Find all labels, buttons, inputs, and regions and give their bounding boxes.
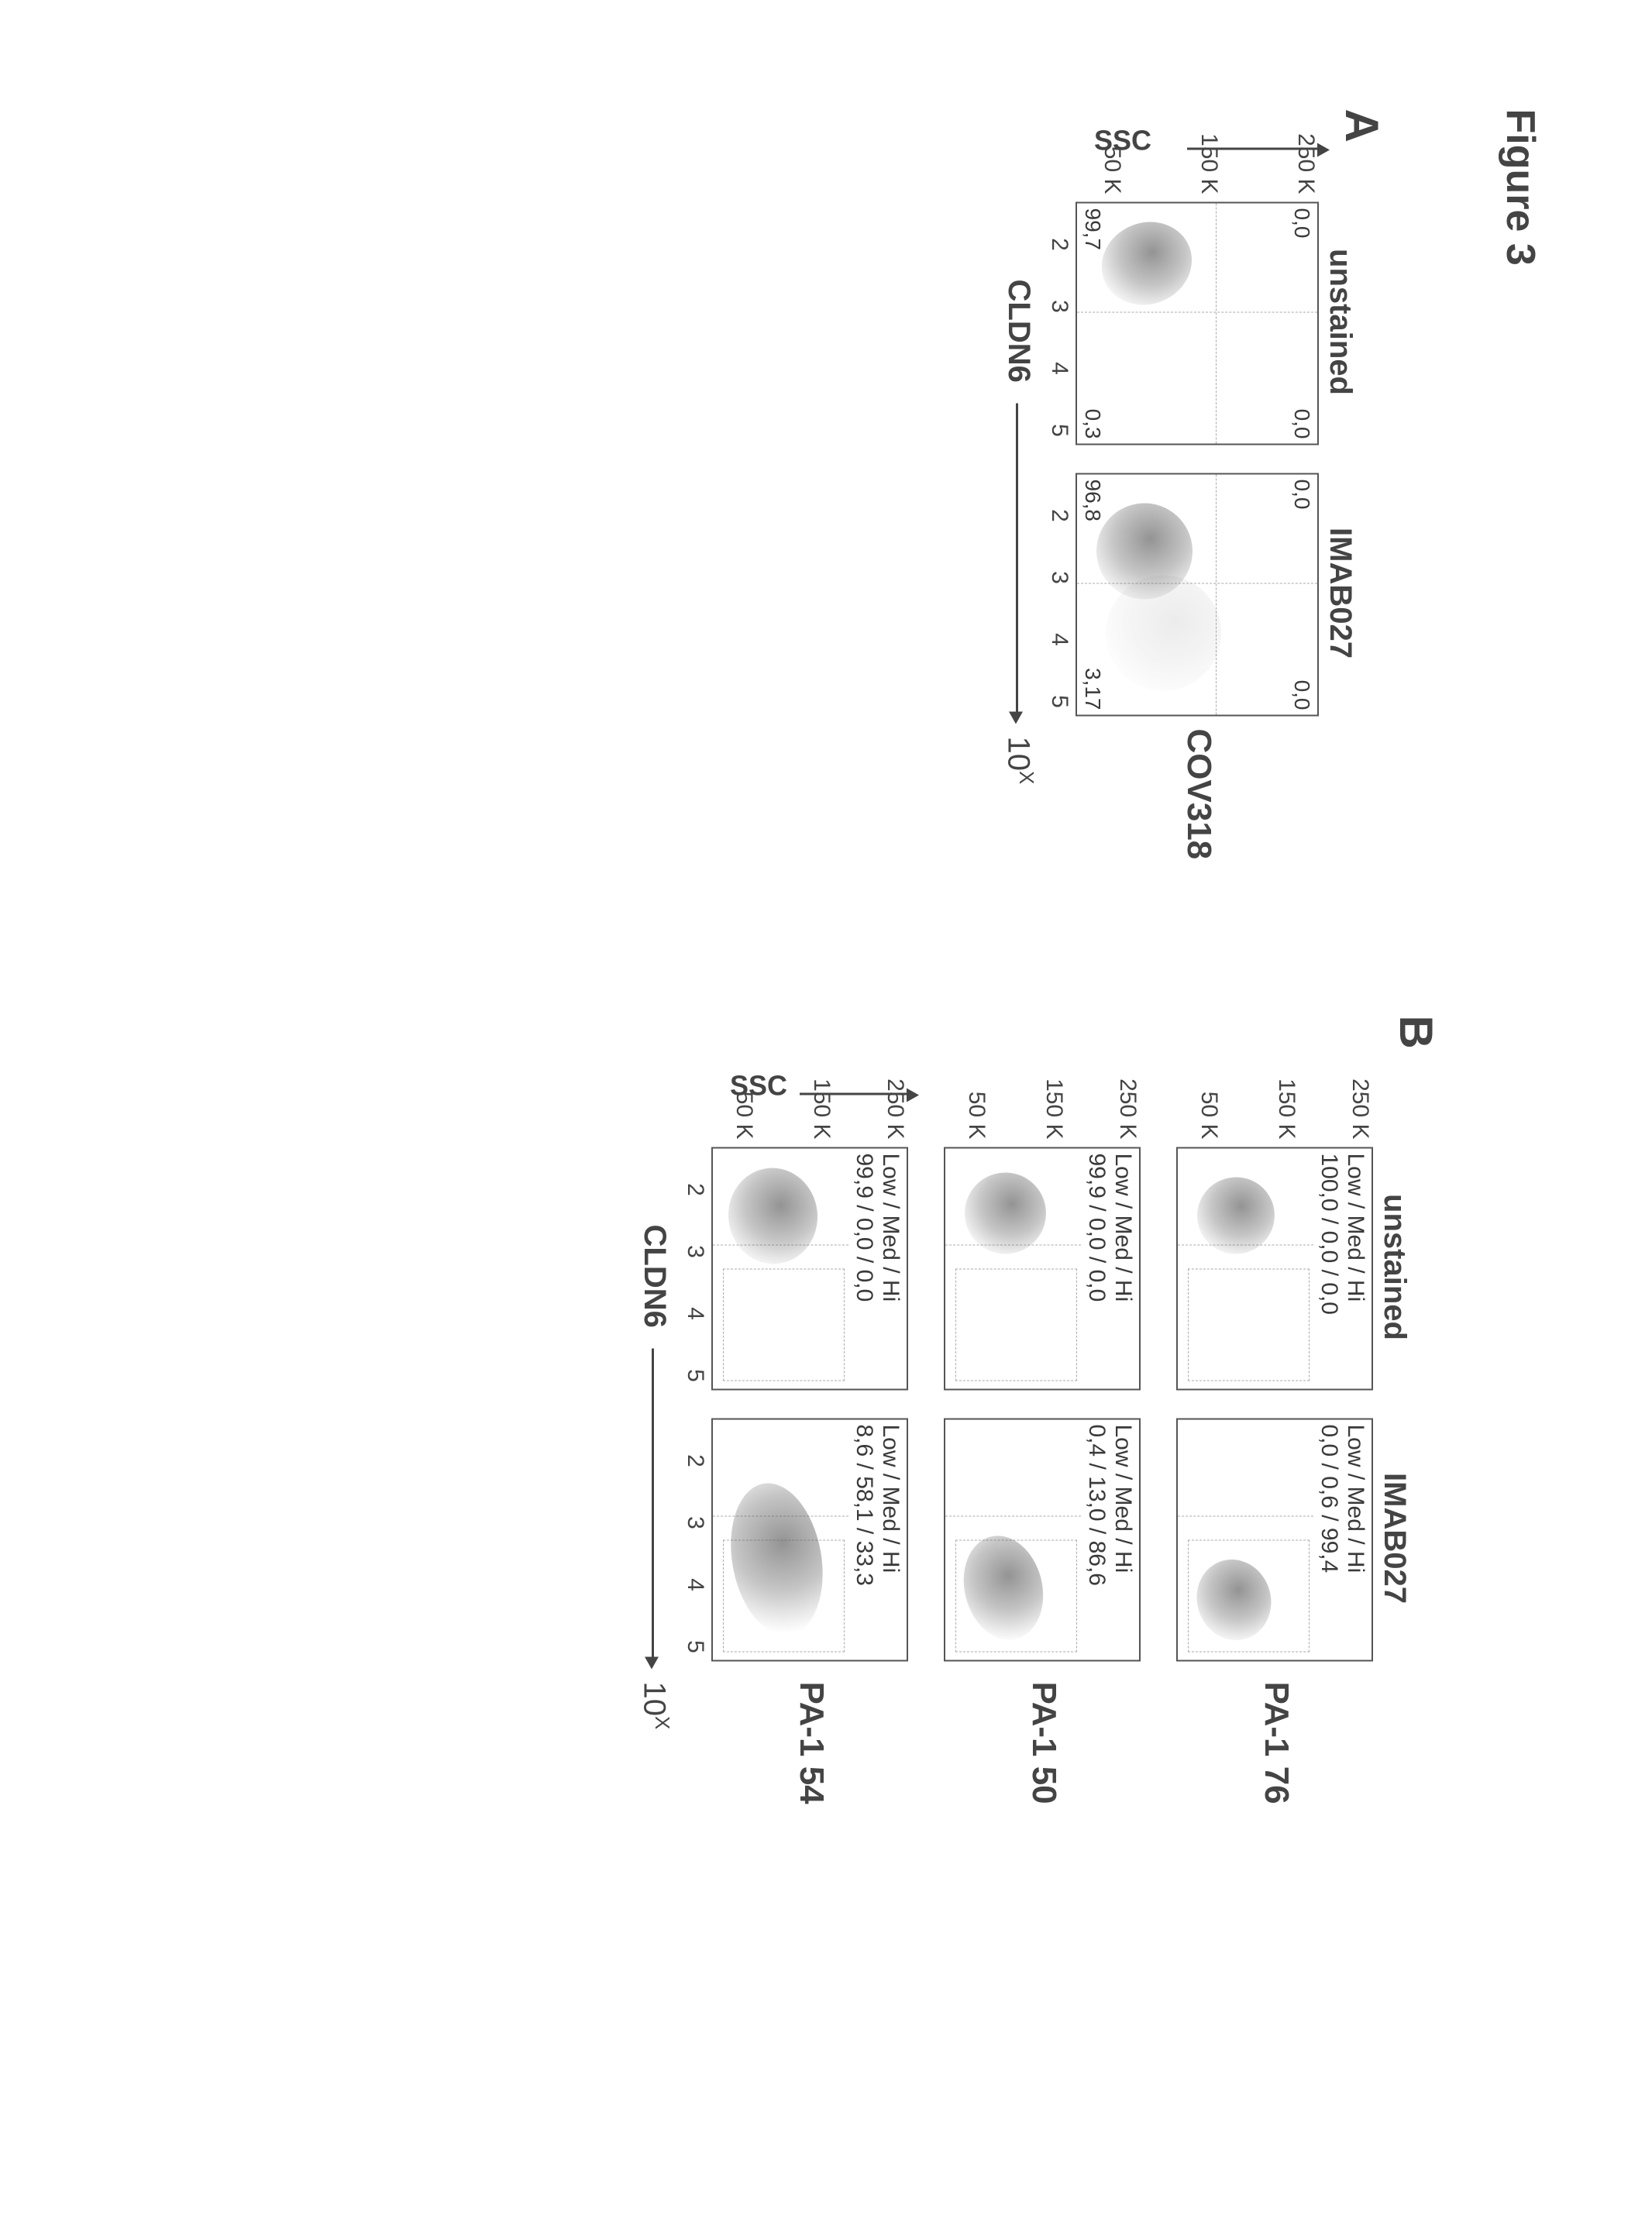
panelA-xtick: 5 [1046, 690, 1072, 713]
lmh-values: 99,9 / 0,0 / 0,0 [1083, 1153, 1110, 1302]
quad-ll: 99,7 [1080, 208, 1105, 250]
panelB-ytick: 50 K [1196, 1061, 1222, 1139]
lmh-label: Low / Med / Hi [1110, 1153, 1136, 1302]
panelB-row-label: PA-1 54 [792, 1681, 831, 1804]
panelA-ytick: 250 K [1292, 116, 1319, 194]
panelA-x-exp: 10X [1001, 736, 1038, 784]
gate-line [945, 1515, 1081, 1516]
data-cloud-spread [1106, 575, 1221, 690]
quad-ul: 0,0 [1289, 479, 1314, 509]
panelB-plot: Low / Med / Hi 99,9 / 0,0 / 0,0 [944, 1147, 1141, 1390]
panelB-y-arrow [800, 1092, 908, 1095]
panelA-xtick: 3 [1046, 294, 1072, 318]
panelB-xtick: 2 [682, 1178, 708, 1201]
panelA-y-arrow [1187, 147, 1319, 150]
panelA-row-label: COV318 [1179, 728, 1218, 859]
panelB-xtick: 5 [682, 1364, 708, 1387]
quad-hline [1216, 203, 1217, 443]
lmh-values: 8,6 / 58,1 / 33,3 [851, 1424, 877, 1586]
panelB-ytick: 50 K [963, 1061, 989, 1139]
quad-vline [1077, 311, 1317, 312]
lmh-label: Low / Med / Hi [1342, 1424, 1368, 1573]
panelB-x-axis: CLDN6 [637, 1224, 672, 1327]
panelB-col-unstained: unstained [1377, 1178, 1412, 1356]
panel-A-label: A [1335, 108, 1389, 142]
panelB-y-axis: SSC [730, 1069, 787, 1102]
quad-hline [1216, 474, 1217, 714]
panelB-col-imab027: IMAB027 [1377, 1449, 1412, 1627]
panelB-plot: Low / Med / Hi 0,4 / 13,0 / 86,6 [944, 1418, 1141, 1661]
panelA-xtick: 4 [1046, 356, 1072, 380]
gate-box [955, 1268, 1077, 1381]
panelB-ytick: 150 K [1041, 1061, 1067, 1139]
panelA-xtick: 5 [1046, 418, 1072, 442]
panelB-xtick: 2 [682, 1449, 708, 1472]
panelB-xtick: 3 [682, 1511, 708, 1534]
lmh-values: 0,0 / 0,6 / 99,4 [1316, 1424, 1342, 1573]
panelB-ytick: 150 K [808, 1061, 835, 1139]
data-cloud [1089, 208, 1205, 318]
panelA-xtick: 2 [1046, 232, 1072, 256]
data-cloud [959, 1166, 1053, 1261]
panelA-plot-imab027: 0,0 0,0 96,8 3,17 [1076, 473, 1319, 716]
lmh-values: 0,4 / 13,0 / 86,6 [1083, 1424, 1110, 1586]
panelA-col-imab027: IMAB027 [1323, 504, 1358, 682]
panelB-row-label: PA-1 50 [1024, 1681, 1063, 1804]
lmh-label: Low / Med / Hi [877, 1424, 903, 1573]
quad-lr: 0,3 [1080, 408, 1105, 439]
panelA-xtick: 2 [1046, 504, 1072, 527]
figure-title: Figure 3 [1497, 108, 1544, 265]
panelA-col-unstained: unstained [1323, 232, 1358, 411]
data-cloud [724, 1163, 822, 1267]
panelA-y-axis: SSC [1094, 124, 1151, 156]
panelB-plot: Low / Med / Hi 99,9 / 0,0 / 0,0 [711, 1147, 908, 1390]
quad-ur: 0,0 [1289, 679, 1314, 710]
panelA-xtick: 4 [1046, 628, 1072, 651]
panelB-ytick: 150 K [1273, 1061, 1299, 1139]
panelA-plot-unstained: 0,0 0,0 99,7 0,3 [1076, 201, 1319, 445]
panelB-xtick: 3 [682, 1240, 708, 1263]
lmh-values: 100,0 / 0,0 / 0,0 [1316, 1153, 1342, 1315]
panelB-ytick: 250 K [1114, 1061, 1141, 1139]
gate-box [723, 1268, 845, 1381]
panelB-row-label: PA-1 76 [1257, 1681, 1296, 1804]
panelB-ytick: 250 K [882, 1061, 908, 1139]
quad-ll: 96,8 [1080, 479, 1105, 521]
data-cloud [1189, 1168, 1283, 1263]
panelB-plot: Low / Med / Hi 8,6 / 58,1 / 33,3 [711, 1418, 908, 1661]
figure-container: Figure 3 A unstained IMAB027 250 K 150 K… [0, 0, 1652, 2215]
gate-box [1188, 1268, 1310, 1381]
lmh-label: Low / Med / Hi [1110, 1424, 1136, 1573]
lmh-label: Low / Med / Hi [1342, 1153, 1368, 1302]
lmh-label: Low / Med / Hi [877, 1153, 903, 1302]
panelB-plot: Low / Med / Hi 100,0 / 0,0 / 0,0 [1176, 1147, 1373, 1390]
panelA-ytick: 150 K [1196, 116, 1222, 194]
panelB-x-exp: 10X [637, 1681, 674, 1729]
gate-line [1178, 1515, 1313, 1516]
panelB-xtick: 5 [682, 1635, 708, 1658]
panelB-xtick: 4 [682, 1302, 708, 1325]
panel-B-label: B [1389, 1015, 1443, 1048]
panelB-xtick: 4 [682, 1573, 708, 1596]
panelB-x-arrow [652, 1348, 654, 1658]
panelA-x-arrow [1016, 403, 1018, 713]
panelA-xtick: 3 [1046, 566, 1072, 589]
panelB-plot: Low / Med / Hi 0,0 / 0,6 / 99,4 [1176, 1418, 1373, 1661]
panelB-ytick: 250 K [1347, 1061, 1373, 1139]
quad-lr: 3,17 [1080, 668, 1105, 710]
panelA-x-axis: CLDN6 [1001, 279, 1036, 382]
lmh-values: 99,9 / 0,0 / 0,0 [851, 1153, 877, 1302]
quad-ur: 0,0 [1289, 408, 1314, 439]
quad-ul: 0,0 [1289, 208, 1314, 238]
